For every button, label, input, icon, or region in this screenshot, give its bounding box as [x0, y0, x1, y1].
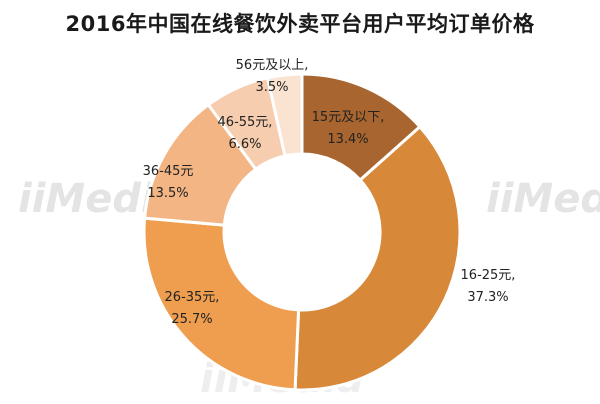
slice-value-label: 6.6% — [228, 137, 261, 152]
slice-value-label: 13.5% — [147, 186, 188, 201]
slice-category-label: 36-45元 — [143, 164, 194, 179]
chart-title: 2016年中国在线餐饮外卖平台用户平均订单价格 — [65, 12, 535, 36]
slice-value-label: 37.3% — [467, 290, 508, 305]
slice-category-label: 16-25元, — [461, 268, 516, 283]
slices-group — [142, 72, 462, 392]
donut-slice — [265, 72, 304, 158]
labels-group: 15元及以下, 13.4% 16-25元, 37.3% 26-35元, 25.7% 36-4… — [143, 58, 516, 327]
slice-category-label: 46-55元, — [218, 115, 273, 130]
slice-value-label: 13.4% — [327, 132, 368, 147]
donut-slice — [293, 124, 462, 392]
slice-category-label: 56元及以上, — [236, 58, 309, 73]
slice-value-label: 3.5% — [255, 80, 288, 95]
watermark-logo: iiMedia — [486, 176, 600, 222]
donut-slice — [142, 216, 301, 392]
slice-value-label: 25.7% — [171, 312, 212, 327]
slice-category-label: 26-35元, — [165, 290, 220, 305]
slice-category-label: 15元及以下, — [312, 110, 385, 125]
